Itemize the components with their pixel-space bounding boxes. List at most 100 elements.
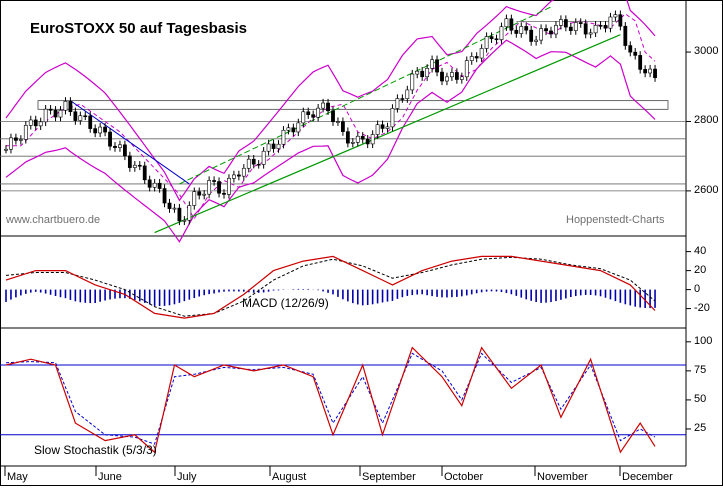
stoch-k-line bbox=[5, 346, 656, 454]
month-label: July bbox=[177, 471, 197, 483]
candle-body bbox=[350, 142, 355, 144]
candle-body bbox=[222, 192, 226, 195]
candle-body bbox=[504, 18, 509, 28]
candle-body bbox=[291, 127, 296, 133]
candle-body bbox=[38, 121, 43, 127]
bollinger-upper-band bbox=[5, 0, 656, 202]
candle-body bbox=[281, 129, 286, 145]
candle-body bbox=[68, 101, 73, 113]
candle-body bbox=[14, 137, 18, 141]
macd-label: MACD (12/26/9) bbox=[242, 296, 329, 310]
candle-body bbox=[83, 115, 88, 118]
candle-body bbox=[355, 135, 360, 143]
y-tick-label: 2600 bbox=[694, 183, 719, 196]
candle-body bbox=[469, 56, 474, 61]
candle-body bbox=[534, 39, 539, 42]
candle-body bbox=[246, 158, 251, 169]
candle-body bbox=[643, 69, 648, 74]
month-label: June bbox=[98, 471, 122, 483]
month-label: December bbox=[622, 471, 673, 483]
candle-body bbox=[202, 193, 207, 196]
candle-body bbox=[78, 115, 83, 121]
candle-body bbox=[554, 25, 558, 35]
candle-body bbox=[633, 51, 638, 56]
candle-body bbox=[623, 25, 628, 46]
candle-body bbox=[489, 36, 494, 40]
candle-body bbox=[445, 76, 449, 82]
candle-body bbox=[341, 121, 345, 132]
candle-body bbox=[251, 158, 256, 165]
candle-body bbox=[559, 19, 563, 26]
candle-body bbox=[261, 150, 266, 165]
candle-body bbox=[648, 68, 652, 74]
y-tick-label: 40 bbox=[694, 244, 707, 257]
candle-body bbox=[316, 107, 321, 118]
candle-body bbox=[93, 128, 98, 134]
candle-body bbox=[638, 55, 643, 70]
candle-body bbox=[598, 25, 603, 27]
y-tick-label: 2800 bbox=[694, 114, 719, 127]
candle-body bbox=[484, 36, 489, 49]
candle-body bbox=[58, 109, 63, 118]
uptrend-line-lower bbox=[154, 34, 621, 234]
candle-body bbox=[227, 178, 231, 195]
candle-body bbox=[43, 108, 48, 123]
candle-body bbox=[405, 89, 410, 99]
candle-body bbox=[420, 70, 425, 78]
candle-body bbox=[400, 98, 405, 100]
candle-body bbox=[123, 144, 127, 157]
month-label: October bbox=[444, 471, 484, 483]
candle-body bbox=[286, 127, 291, 131]
candle-body bbox=[4, 148, 8, 151]
candle-body bbox=[544, 28, 548, 32]
candle-body bbox=[23, 125, 28, 140]
candle-body bbox=[53, 110, 58, 118]
candle-body bbox=[618, 14, 623, 27]
candle-body bbox=[321, 102, 325, 109]
candle-body bbox=[608, 16, 613, 29]
candle-body bbox=[326, 102, 330, 112]
candle-body bbox=[365, 138, 370, 145]
stoch-label: Slow Stochastik (5/3/3) bbox=[34, 443, 157, 457]
candle-body bbox=[440, 71, 444, 82]
candle-body bbox=[177, 207, 182, 222]
candle-body bbox=[18, 139, 23, 141]
candle-body bbox=[345, 131, 350, 144]
y-tick-label: -20 bbox=[694, 301, 710, 314]
candle-body bbox=[271, 143, 276, 149]
stoch-d-line bbox=[5, 352, 656, 445]
candle-body bbox=[464, 60, 469, 78]
candle-body bbox=[137, 164, 142, 167]
candle-body bbox=[454, 72, 459, 80]
candle-body bbox=[613, 14, 618, 18]
candle-body bbox=[103, 126, 107, 133]
candle-body bbox=[509, 18, 514, 31]
chart-title: EuroSTOXX 50 auf Tagesbasis bbox=[30, 20, 248, 37]
candle-body bbox=[266, 143, 271, 152]
y-tick-label: 3000 bbox=[694, 45, 719, 58]
source-right: Hoppenstedt-Charts bbox=[566, 214, 665, 226]
candle-body bbox=[370, 134, 375, 145]
candle-body bbox=[524, 26, 529, 31]
candle-body bbox=[568, 26, 573, 31]
candle-body bbox=[241, 167, 246, 177]
candle-body bbox=[212, 180, 216, 182]
month-label: November bbox=[537, 471, 588, 483]
candle-body bbox=[603, 25, 608, 29]
candle-body bbox=[142, 165, 147, 181]
y-tick-label: 0 bbox=[694, 282, 701, 295]
candle-body bbox=[28, 119, 33, 126]
candle-body bbox=[118, 144, 122, 148]
candle-body bbox=[430, 59, 434, 69]
candle-body bbox=[113, 145, 117, 148]
candle-body bbox=[415, 70, 420, 75]
candle-body bbox=[311, 114, 316, 118]
candle-body bbox=[435, 59, 439, 73]
candle-body bbox=[563, 19, 568, 28]
candle-body bbox=[583, 23, 588, 35]
y-tick-label: 25 bbox=[694, 421, 707, 434]
candle-body bbox=[256, 163, 261, 166]
candle-body bbox=[187, 205, 192, 221]
candle-body bbox=[549, 30, 553, 35]
